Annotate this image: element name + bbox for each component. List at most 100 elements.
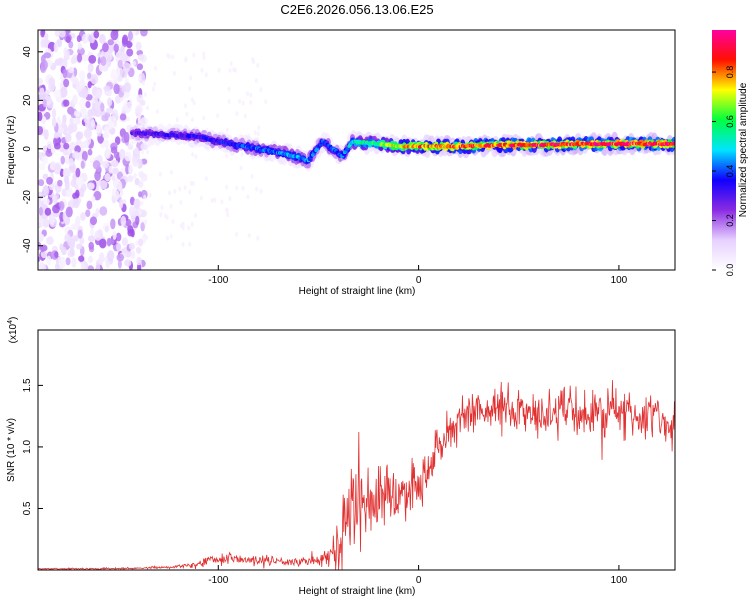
heatmap-cell bbox=[127, 30, 133, 41]
heatmap-cell bbox=[122, 34, 129, 45]
heatmap-cell bbox=[110, 71, 119, 81]
heatmap-cell bbox=[79, 187, 85, 198]
snr-plot-area bbox=[38, 330, 675, 570]
snr-y-label: SNR (10 * v/v) bbox=[6, 418, 17, 482]
heatmap-cell bbox=[62, 211, 67, 222]
heatmap-cell bbox=[74, 117, 81, 125]
heatmap-cell bbox=[98, 33, 106, 44]
heatmap-cell bbox=[137, 54, 145, 61]
heatmap-cell bbox=[75, 177, 84, 187]
heatmap-cell bbox=[192, 52, 196, 58]
heatmap-cell bbox=[114, 136, 121, 146]
heatmap-cell bbox=[104, 173, 111, 182]
colorbar-tick-label: 0.6 bbox=[725, 115, 735, 128]
heatmap-cell bbox=[106, 107, 114, 114]
heatmap-cell bbox=[137, 114, 141, 120]
heatmap-cell bbox=[62, 68, 68, 79]
heatmap-cell bbox=[188, 86, 192, 92]
heatmap-cell bbox=[130, 250, 136, 259]
heatmap-cell bbox=[225, 207, 229, 213]
spectrogram-x-tick-label: 100 bbox=[611, 275, 628, 286]
spectrogram-y-ticks: -40 -20 0 20 40 bbox=[22, 46, 43, 253]
heatmap-cell bbox=[46, 255, 52, 266]
heatmap-cell bbox=[160, 204, 164, 210]
heatmap-cell bbox=[220, 199, 224, 205]
heatmap-cell bbox=[169, 169, 173, 175]
heatmap-cell bbox=[119, 148, 126, 160]
spectrogram-y-label: Frequency (Hz) bbox=[6, 116, 17, 185]
heatmap-cell bbox=[225, 184, 229, 190]
heatmap-cell bbox=[194, 154, 198, 160]
colorbar-label: Normalized spectral amplitude bbox=[738, 82, 749, 217]
heatmap-cell bbox=[259, 87, 263, 93]
heatmap-cell bbox=[52, 194, 58, 205]
heatmap-cell bbox=[101, 114, 109, 122]
heatmap-cell bbox=[165, 235, 169, 241]
heatmap-cell bbox=[68, 41, 74, 49]
heatmap-cell bbox=[58, 30, 66, 38]
heatmap-cell bbox=[210, 197, 214, 203]
heatmap-cell bbox=[181, 242, 185, 248]
heatmap-cell bbox=[42, 218, 50, 228]
heatmap-cell bbox=[63, 99, 70, 107]
spectrogram-frame bbox=[37, 29, 676, 271]
heatmap-cell bbox=[146, 149, 150, 155]
heatmap-cell bbox=[100, 102, 105, 112]
heatmap-cell bbox=[153, 65, 157, 71]
heatmap-cell bbox=[140, 99, 146, 106]
heatmap-cell bbox=[44, 207, 52, 216]
heatmap-cell bbox=[137, 94, 144, 101]
heatmap-cell bbox=[254, 78, 258, 84]
heatmap-cell bbox=[112, 30, 119, 36]
heatmap-cell bbox=[136, 256, 142, 266]
heatmap-cell bbox=[132, 160, 138, 167]
heatmap-cell bbox=[169, 204, 173, 210]
heatmap-cell bbox=[93, 30, 100, 39]
heatmap-cell bbox=[79, 98, 87, 110]
heatmap-cell bbox=[87, 235, 96, 242]
heatmap-cell bbox=[105, 260, 111, 269]
heatmap-cell bbox=[120, 215, 127, 226]
heatmap-cell bbox=[145, 234, 149, 240]
heatmap-cell bbox=[190, 221, 194, 227]
heatmap-cell bbox=[171, 218, 175, 224]
heatmap-cell bbox=[155, 109, 159, 115]
heatmap-cell bbox=[106, 58, 112, 68]
heatmap-cell bbox=[135, 246, 142, 254]
heatmap-cell bbox=[140, 200, 144, 206]
heatmap-cell bbox=[61, 118, 67, 129]
heatmap-cell bbox=[116, 242, 122, 252]
heatmap-cell bbox=[128, 206, 136, 217]
heatmap-cell bbox=[38, 163, 46, 171]
heatmap-cell bbox=[104, 125, 110, 136]
heatmap-cell bbox=[136, 63, 144, 71]
heatmap-cell bbox=[123, 82, 132, 93]
snr-scale-label: (x104) bbox=[7, 317, 19, 344]
heatmap-cell bbox=[53, 142, 61, 150]
heatmap-cell bbox=[49, 215, 55, 226]
heatmap-cell bbox=[86, 182, 95, 190]
heatmap-cell bbox=[102, 160, 109, 169]
heatmap-cell bbox=[202, 55, 206, 61]
heatmap-cell bbox=[51, 108, 57, 119]
heatmap-cell bbox=[101, 42, 109, 53]
heatmap-cell bbox=[184, 103, 188, 109]
heatmap-cell bbox=[45, 149, 53, 157]
heatmap-cell bbox=[137, 238, 144, 247]
heatmap-cell bbox=[235, 111, 239, 117]
heatmap-cell bbox=[71, 257, 77, 268]
heatmap-cell bbox=[77, 42, 83, 50]
heatmap-cell bbox=[63, 78, 70, 88]
heatmap-cell bbox=[175, 117, 179, 123]
heatmap-cell bbox=[79, 70, 86, 81]
heatmap-cell bbox=[138, 210, 142, 216]
heatmap-cell bbox=[85, 209, 91, 217]
heatmap-cell bbox=[53, 131, 60, 139]
heatmap-cell bbox=[132, 174, 136, 180]
heatmap-cell bbox=[57, 179, 63, 187]
heatmap-cell bbox=[70, 56, 76, 65]
heatmap-cell bbox=[241, 185, 245, 191]
heatmap-cell bbox=[62, 167, 71, 179]
heatmap-cell bbox=[112, 230, 117, 240]
heatmap-cell bbox=[124, 151, 132, 162]
